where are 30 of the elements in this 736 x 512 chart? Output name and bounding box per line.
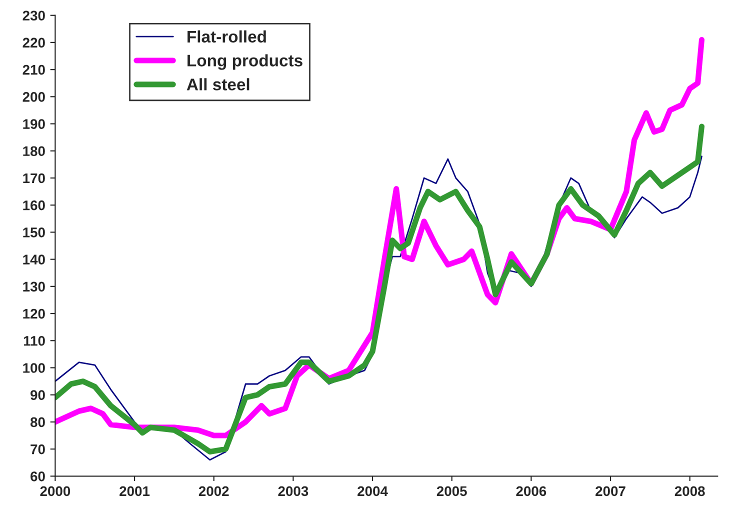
y-tick-label: 80	[30, 417, 45, 428]
x-tick-label: 2002	[198, 486, 229, 496]
y-tick-label: 170	[23, 173, 45, 184]
x-tick-label: 2008	[674, 486, 705, 496]
x-tick-label: 2000	[40, 486, 70, 496]
x-tick-label: 2003	[278, 486, 308, 496]
y-tick-label: 210	[22, 64, 45, 75]
y-tick-label: 70	[30, 444, 45, 454]
y-tick-label: 180	[23, 146, 45, 156]
x-tick-label: 2004	[358, 486, 388, 496]
y-tick-label: 200	[22, 92, 45, 102]
legend-label: Long products	[188, 54, 302, 70]
x-tick-label: 2007	[596, 486, 626, 496]
y-tick-label: 110	[24, 336, 45, 346]
y-tick-label: 140	[23, 254, 45, 264]
y-tick-label: 130	[23, 282, 45, 292]
y-tick-label: 100	[23, 363, 45, 373]
y-tick-label: 160	[23, 200, 45, 210]
x-tick-label: 2006	[516, 486, 546, 496]
x-tick-label: 2005	[436, 486, 467, 496]
legend-label: All steel	[186, 78, 250, 90]
y-tick-label: 60	[30, 471, 45, 482]
y-tick-label: 150	[23, 228, 45, 238]
y-tick-label: 120	[23, 308, 45, 319]
y-tick-label: 220	[22, 38, 45, 48]
y-tick-label: 230	[22, 10, 45, 21]
y-tick-label: 90	[30, 390, 45, 400]
x-tick-label: 2001	[120, 486, 150, 496]
y-tick-label: 190	[23, 119, 45, 129]
legend-label: Flat-rolled	[188, 30, 266, 43]
